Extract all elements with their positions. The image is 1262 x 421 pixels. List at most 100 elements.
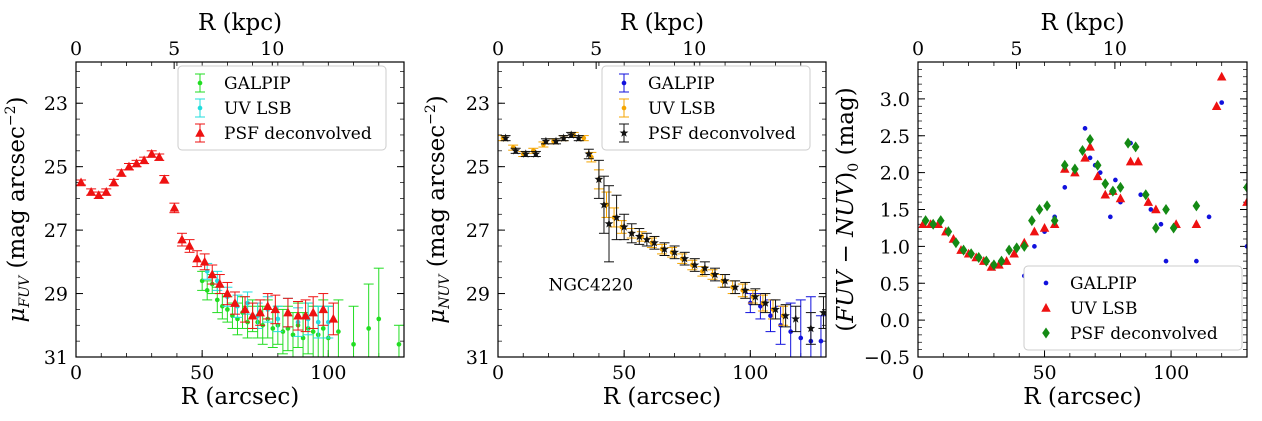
data-point bbox=[86, 187, 96, 196]
data-point bbox=[771, 304, 780, 314]
data-point bbox=[581, 135, 587, 141]
data-point bbox=[1085, 141, 1095, 151]
data-point bbox=[328, 313, 339, 323]
data-point bbox=[146, 148, 157, 158]
data-point bbox=[293, 310, 303, 320]
legend: GALPIP UV LSB PSF deconvolved bbox=[1023, 265, 1243, 351]
y-tick-label: 23 bbox=[44, 93, 68, 115]
data-point bbox=[1242, 197, 1247, 206]
y-axis-label: μFUV (mag arcsec−2) bbox=[3, 97, 33, 323]
data-point bbox=[1191, 219, 1202, 228]
data-point bbox=[169, 202, 180, 212]
data-point bbox=[230, 298, 240, 307]
top-tick-label: 0 bbox=[492, 38, 504, 60]
y-tick-label: 3.0 bbox=[880, 89, 910, 111]
data-point bbox=[710, 269, 720, 279]
legend-label: PSF deconvolved bbox=[224, 124, 372, 144]
top-tick-label: 10 bbox=[682, 38, 706, 60]
data-point bbox=[997, 255, 1006, 267]
top-tick-label: 5 bbox=[1010, 38, 1022, 60]
data-point bbox=[1216, 71, 1227, 81]
y-tick-label: 23 bbox=[466, 93, 490, 115]
data-point bbox=[1158, 221, 1164, 227]
top-tick-label: 0 bbox=[912, 38, 924, 60]
data-point bbox=[1005, 244, 1013, 256]
legend-label: GALPIP bbox=[224, 74, 291, 94]
data-point bbox=[1035, 204, 1044, 215]
axes-frame bbox=[75, 61, 405, 358]
data-point bbox=[325, 319, 331, 325]
data-point bbox=[396, 341, 402, 347]
data-point bbox=[1116, 181, 1125, 193]
plot-area bbox=[498, 130, 826, 357]
data-point bbox=[177, 234, 187, 244]
data-point bbox=[336, 329, 341, 334]
data-point bbox=[501, 133, 510, 142]
legend-marker bbox=[621, 105, 627, 111]
data-point bbox=[207, 269, 217, 279]
data-point bbox=[283, 307, 293, 317]
legend-label: UV LSB bbox=[648, 99, 715, 119]
x-tick-label: 100 bbox=[310, 362, 346, 384]
data-point bbox=[1113, 177, 1118, 183]
y-tick-label: −0.5 bbox=[864, 347, 910, 369]
legend-box bbox=[1023, 265, 1243, 351]
data-point bbox=[225, 307, 230, 312]
data-point bbox=[1115, 193, 1126, 203]
x-tick-label: 0 bbox=[492, 362, 504, 384]
series-galpip bbox=[1021, 100, 1247, 279]
top-tick-label: 5 bbox=[590, 38, 602, 60]
data-point bbox=[1152, 222, 1160, 234]
data-point bbox=[199, 256, 210, 266]
data-point bbox=[700, 263, 710, 272]
x-tick-label: 0 bbox=[70, 362, 82, 384]
data-point bbox=[215, 279, 225, 288]
legend: GALPIP UV LSB PSF deconvolved bbox=[601, 65, 811, 151]
data-point bbox=[959, 244, 968, 256]
data-point bbox=[1078, 145, 1087, 156]
x-tick-label: 50 bbox=[1032, 362, 1056, 384]
data-point bbox=[1012, 242, 1021, 254]
data-point bbox=[1028, 215, 1036, 227]
data-point bbox=[929, 218, 937, 230]
data-point bbox=[1009, 248, 1019, 258]
legend-label: UV LSB bbox=[224, 99, 291, 119]
data-point bbox=[627, 228, 637, 237]
data-point bbox=[1082, 126, 1088, 131]
top-tick-label: 10 bbox=[1103, 38, 1127, 60]
data-point bbox=[541, 136, 551, 145]
y-tick-label: 2.0 bbox=[880, 163, 910, 185]
y-axis-label: μNUV (mag arcsec−2) bbox=[423, 95, 453, 323]
data-point bbox=[521, 149, 531, 158]
data-point bbox=[1101, 178, 1110, 190]
series-psf-deconvolved bbox=[921, 133, 1247, 271]
data-point bbox=[318, 304, 329, 314]
y-axis-label: (FUV − NUV)0 (mag) bbox=[833, 87, 862, 331]
data-point bbox=[634, 231, 644, 241]
data-point bbox=[154, 152, 165, 161]
data-point bbox=[670, 247, 679, 256]
data-point bbox=[1060, 159, 1069, 171]
legend-label: GALPIP bbox=[1070, 274, 1137, 294]
x-tick-label: 100 bbox=[732, 362, 768, 384]
data-point bbox=[1093, 159, 1102, 171]
annotation-label: NGC4220 bbox=[548, 275, 633, 295]
data-point bbox=[1219, 100, 1225, 105]
data-point bbox=[1050, 215, 1059, 227]
data-point bbox=[109, 177, 119, 187]
data-point bbox=[159, 174, 170, 184]
data-point bbox=[791, 314, 801, 323]
x-tick-label: 100 bbox=[1153, 362, 1189, 384]
data-point bbox=[798, 335, 804, 341]
chart-panel-3: 0 50 100 0 5 10 −0.5 0.0 0.5 1.0 1.5 2.0 2.5 3.0 R (ar… bbox=[833, 10, 1248, 410]
y-tick-label: 27 bbox=[466, 220, 490, 242]
data-point bbox=[1211, 101, 1222, 110]
data-point bbox=[1029, 226, 1040, 236]
legend-marker bbox=[197, 80, 203, 86]
data-point bbox=[781, 311, 790, 320]
data-point bbox=[1109, 185, 1117, 197]
data-point bbox=[1169, 222, 1178, 234]
data-point bbox=[1124, 137, 1132, 149]
data-point bbox=[1020, 240, 1029, 252]
